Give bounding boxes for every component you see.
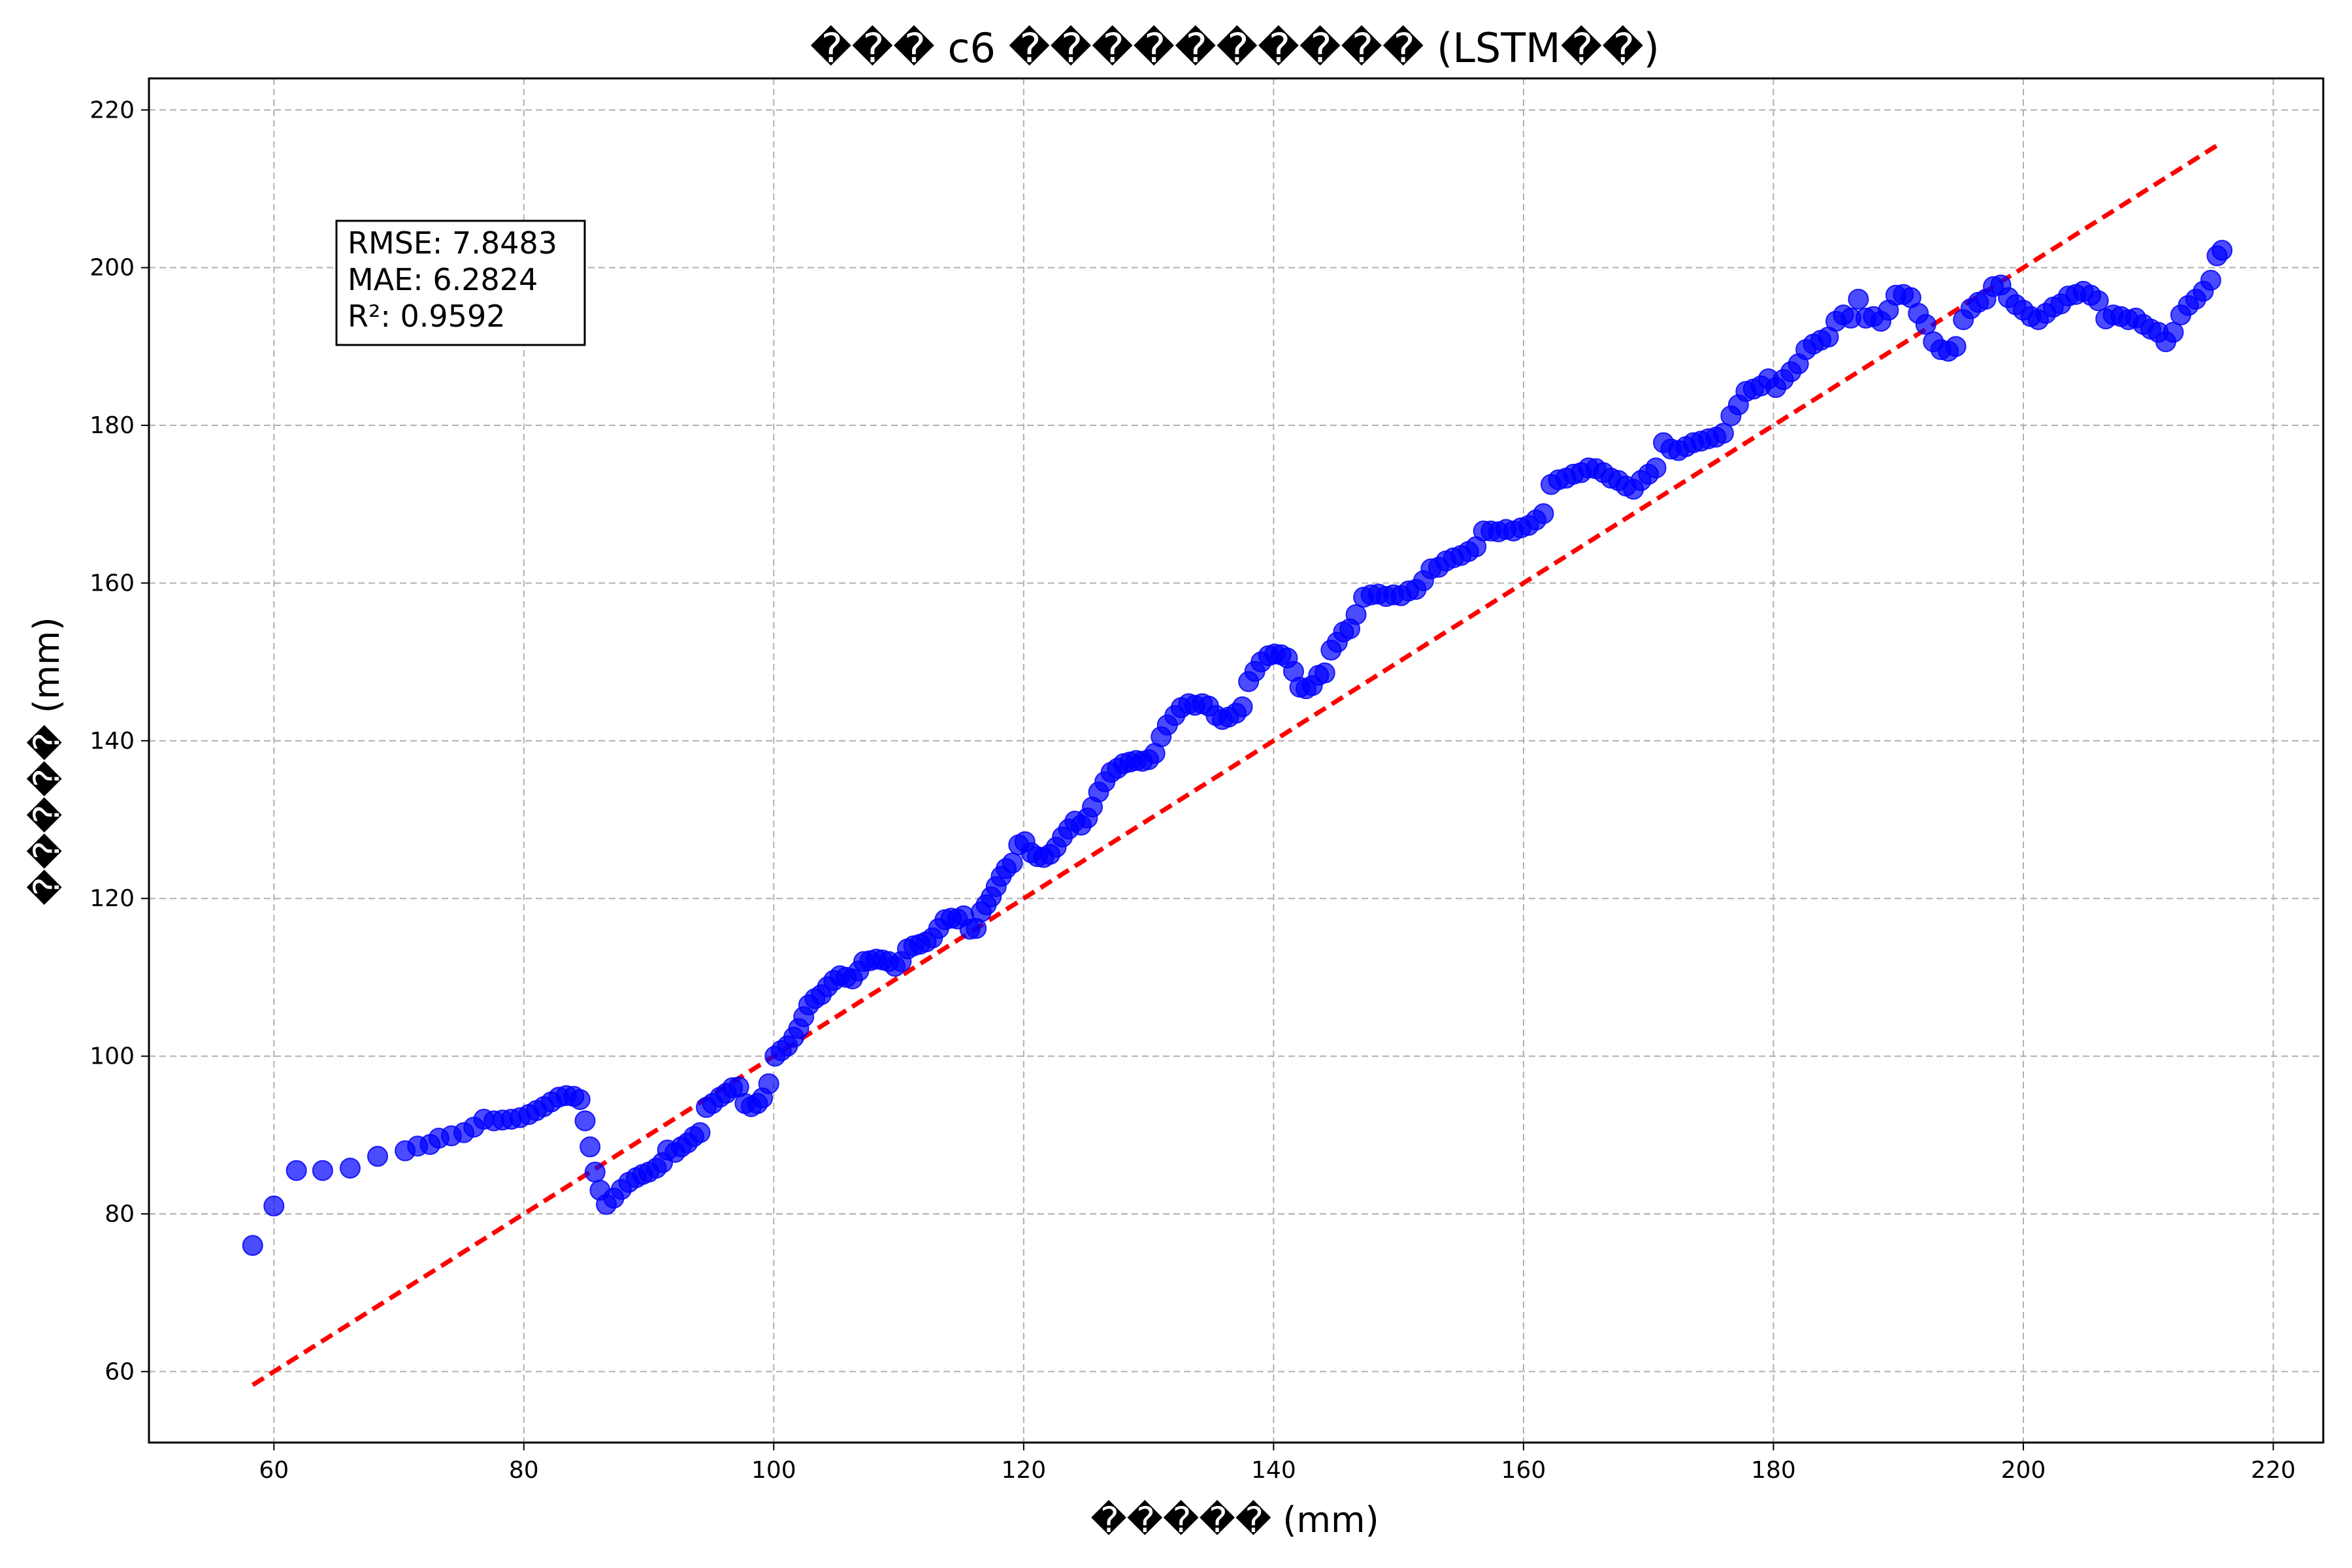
x-tick-label: 140	[1251, 1457, 1296, 1484]
data-point	[2163, 321, 2184, 343]
data-point	[1345, 604, 1367, 625]
y-tick-label: 100	[90, 1043, 135, 1070]
data-point	[574, 1110, 596, 1132]
x-tick-label: 220	[2251, 1457, 2296, 1484]
data-point	[580, 1136, 601, 1158]
data-point	[1945, 336, 1967, 357]
metric-rmse: RMSE: 7.8483	[348, 225, 557, 261]
y-tick-label: 140	[90, 728, 135, 755]
data-point	[2087, 290, 2109, 312]
x-tick-label: 80	[509, 1457, 539, 1484]
data-point	[1915, 314, 1936, 335]
reference-line	[251, 141, 2223, 1387]
metrics-box: RMSE: 7.8483 MAE: 6.2824 R²: 0.9592	[335, 220, 586, 346]
x-tick-label: 160	[1501, 1457, 1546, 1484]
data-point	[689, 1122, 711, 1143]
y-tick-label: 180	[90, 412, 135, 439]
y-tick-label: 220	[90, 97, 135, 123]
y-tick-label: 120	[90, 885, 135, 912]
reference-line-group	[251, 141, 2223, 1387]
data-point	[2212, 240, 2233, 261]
metric-mae: MAE: 6.2824	[348, 262, 538, 297]
x-axis-title: ����� (mm)	[1090, 1499, 1379, 1541]
grid	[149, 78, 2323, 1443]
data-point	[286, 1160, 307, 1181]
metric-r2: R²: 0.9592	[348, 299, 505, 334]
data-point	[1712, 423, 1734, 444]
data-point	[1645, 457, 1667, 479]
x-tick-label: 120	[1001, 1457, 1046, 1484]
data-point	[339, 1157, 361, 1179]
data-point	[1002, 852, 1023, 874]
data-point	[1848, 288, 1869, 310]
data-points	[242, 240, 2233, 1256]
y-tick-label: 80	[105, 1201, 135, 1228]
y-tick-label: 60	[105, 1358, 135, 1385]
y-tick-label: 200	[90, 255, 135, 282]
data-point	[312, 1160, 333, 1181]
data-point	[242, 1235, 263, 1256]
y-axis-title: ����� (mm)	[26, 617, 67, 905]
metrics-box-frame	[335, 220, 586, 346]
plot-frame	[148, 77, 2325, 1444]
data-point	[1232, 696, 1253, 717]
data-point	[367, 1145, 389, 1167]
chart-title: ��� c6 ���������� (LSTM��)	[810, 24, 1659, 72]
x-tick-label: 180	[1751, 1457, 1796, 1484]
data-point	[569, 1088, 591, 1110]
x-tick-label: 200	[2001, 1457, 2046, 1484]
x-tick-label: 100	[751, 1457, 796, 1484]
y-tick-label: 160	[90, 570, 135, 596]
data-point	[263, 1195, 285, 1217]
data-point	[1533, 503, 1554, 525]
data-point	[2200, 269, 2221, 291]
x-tick-label: 60	[259, 1457, 289, 1484]
data-point	[1314, 662, 1335, 684]
axis-ticks: 60 80 100 120 140 160 180 200 220 60 80 100 120 140 16…	[90, 97, 2296, 1484]
data-point	[584, 1162, 606, 1183]
data-point	[758, 1073, 779, 1094]
